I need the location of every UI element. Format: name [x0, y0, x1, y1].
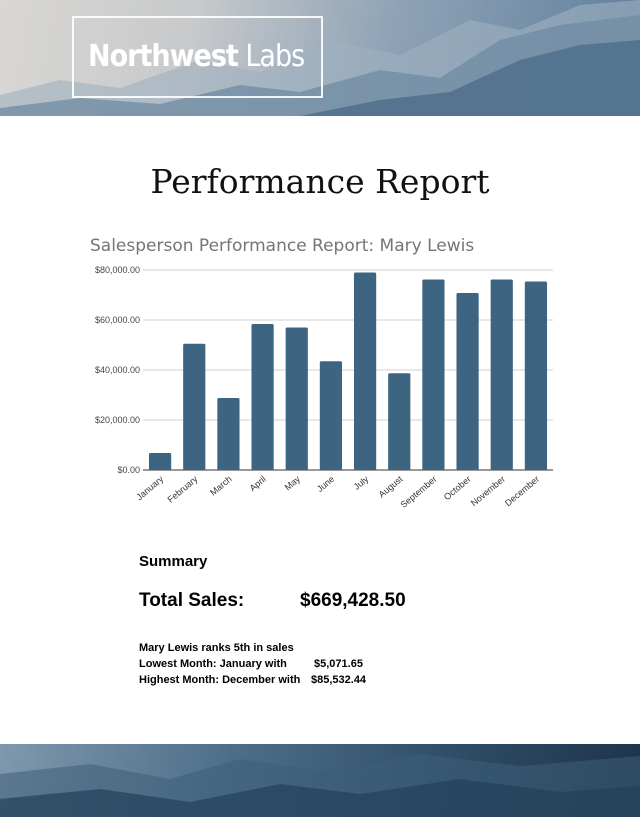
bar-june — [319, 361, 343, 470]
bar-december — [524, 281, 548, 470]
chart-title: Salesperson Performance Report: Mary Lew… — [90, 236, 475, 256]
bar-february — [183, 343, 206, 470]
bar-august — [388, 373, 411, 470]
y-tick-label: $20,000.00 — [95, 415, 140, 425]
bar-november — [490, 279, 513, 470]
x-tick-label: January — [134, 474, 165, 503]
footer-banner — [0, 744, 640, 817]
bar-september — [422, 279, 445, 470]
rank-statement: Mary Lewis ranks 5th in sales — [139, 642, 294, 654]
logo-light-text: Labs — [245, 39, 305, 74]
x-tick-label: September — [399, 474, 439, 510]
bar-march — [217, 398, 240, 470]
x-tick-label: May — [283, 474, 303, 493]
total-sales-label: Total Sales: — [139, 590, 245, 611]
bar-january — [148, 453, 172, 470]
x-tick-label: November — [469, 474, 507, 508]
sales-bar-chart: $0.00 $20,000.00 $40,000.00 $60,000.00 $80,0… — [95, 265, 553, 510]
x-axis-tick-labels: January February March April May June July Augu… — [134, 474, 541, 510]
total-sales-value: $669,428.50 — [300, 590, 406, 611]
y-tick-label: $40,000.00 — [95, 365, 140, 375]
bar-april — [251, 324, 274, 470]
company-logo: Northwest Labs — [72, 16, 323, 98]
summary-heading: Summary — [139, 553, 208, 570]
chart-bars — [148, 272, 548, 470]
x-tick-label: October — [442, 474, 473, 502]
bar-may — [285, 327, 308, 470]
x-tick-label: April — [248, 474, 268, 493]
bar-july — [353, 272, 377, 470]
x-tick-label: July — [352, 474, 371, 492]
y-tick-label: $80,000.00 — [95, 265, 140, 275]
y-tick-label: $0.00 — [117, 465, 140, 475]
x-tick-label: February — [166, 474, 200, 505]
y-axis-tick-labels: $0.00 $20,000.00 $40,000.00 $60,000.00 $80,0… — [95, 265, 140, 475]
bar-october — [456, 293, 479, 470]
page-title: Performance Report — [150, 162, 490, 201]
chart-gridlines — [143, 269, 553, 471]
lowest-month-label: Lowest Month: January with — [139, 658, 287, 670]
lowest-month-value: $5,071.65 — [314, 658, 363, 670]
header-banner: Northwest Labs — [0, 0, 640, 116]
x-tick-label: June — [315, 474, 336, 494]
mountain-footer-image — [0, 754, 640, 817]
y-tick-label: $60,000.00 — [95, 315, 140, 325]
mountain-backdrop-image — [0, 0, 640, 116]
x-tick-label: August — [377, 474, 405, 500]
highest-month-value: $85,532.44 — [311, 674, 367, 686]
x-tick-label: December — [503, 474, 541, 508]
x-tick-label: March — [208, 474, 234, 498]
highest-month-label: Highest Month: December with — [139, 674, 301, 686]
logo-bold-text: Northwest — [88, 39, 239, 74]
